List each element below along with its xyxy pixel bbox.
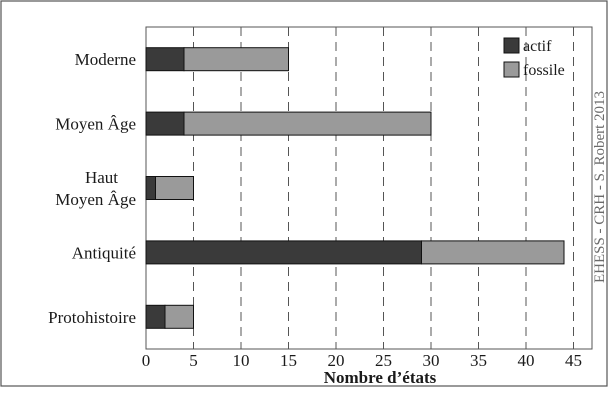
bar-actif: [145, 111, 185, 136]
grid: [193, 27, 574, 349]
y-axis-labels: Moderne Moyen Âge Haut Moyen Âge Antiquité Pr…: [48, 50, 136, 327]
outer-frame: [0, 0, 608, 387]
legend-label-actif: actif: [523, 38, 552, 55]
category-label: Protohistoire: [48, 308, 136, 327]
x-tick-label: 10: [233, 351, 250, 370]
x-tick-label: 5: [189, 351, 198, 370]
x-tick-label: 45: [565, 351, 582, 370]
bar-actif: [145, 240, 422, 265]
x-axis-ticks: 0 5 10 15 20 25 30 35 40 45: [142, 351, 582, 370]
bar-actif: [145, 176, 156, 200]
x-tick-label: 35: [470, 351, 487, 370]
x-tick-label: 40: [518, 351, 535, 370]
bars: [145, 47, 565, 329]
legend-label-fossile: fossile: [523, 62, 565, 79]
category-label: Moyen Âge: [55, 115, 136, 134]
x-tick-label: 25: [375, 351, 392, 370]
x-axis-title: Nombre d’états: [324, 368, 437, 387]
category-label: Antiquité: [72, 243, 136, 262]
bar-fossile: [421, 240, 565, 265]
bar-fossile: [155, 176, 194, 200]
bar-fossile: [183, 111, 432, 136]
legend-swatch-fossile: [503, 61, 520, 78]
legend: actif fossile: [503, 37, 565, 79]
category-label: Haut Moyen Âge: [55, 168, 136, 209]
x-tick-label: 0: [142, 351, 151, 370]
bar-actif: [145, 47, 185, 72]
legend-swatch-actif: [503, 37, 520, 54]
bar-fossile: [164, 304, 194, 329]
x-tick-label: 30: [423, 351, 440, 370]
x-tick-label: 15: [280, 351, 297, 370]
x-tick-label: 20: [328, 351, 345, 370]
credit-text: EHESS - CRH - S. Robert 2013: [592, 91, 608, 283]
bar-actif: [145, 304, 166, 329]
category-label: Moderne: [75, 50, 136, 69]
bar-fossile: [183, 47, 289, 72]
